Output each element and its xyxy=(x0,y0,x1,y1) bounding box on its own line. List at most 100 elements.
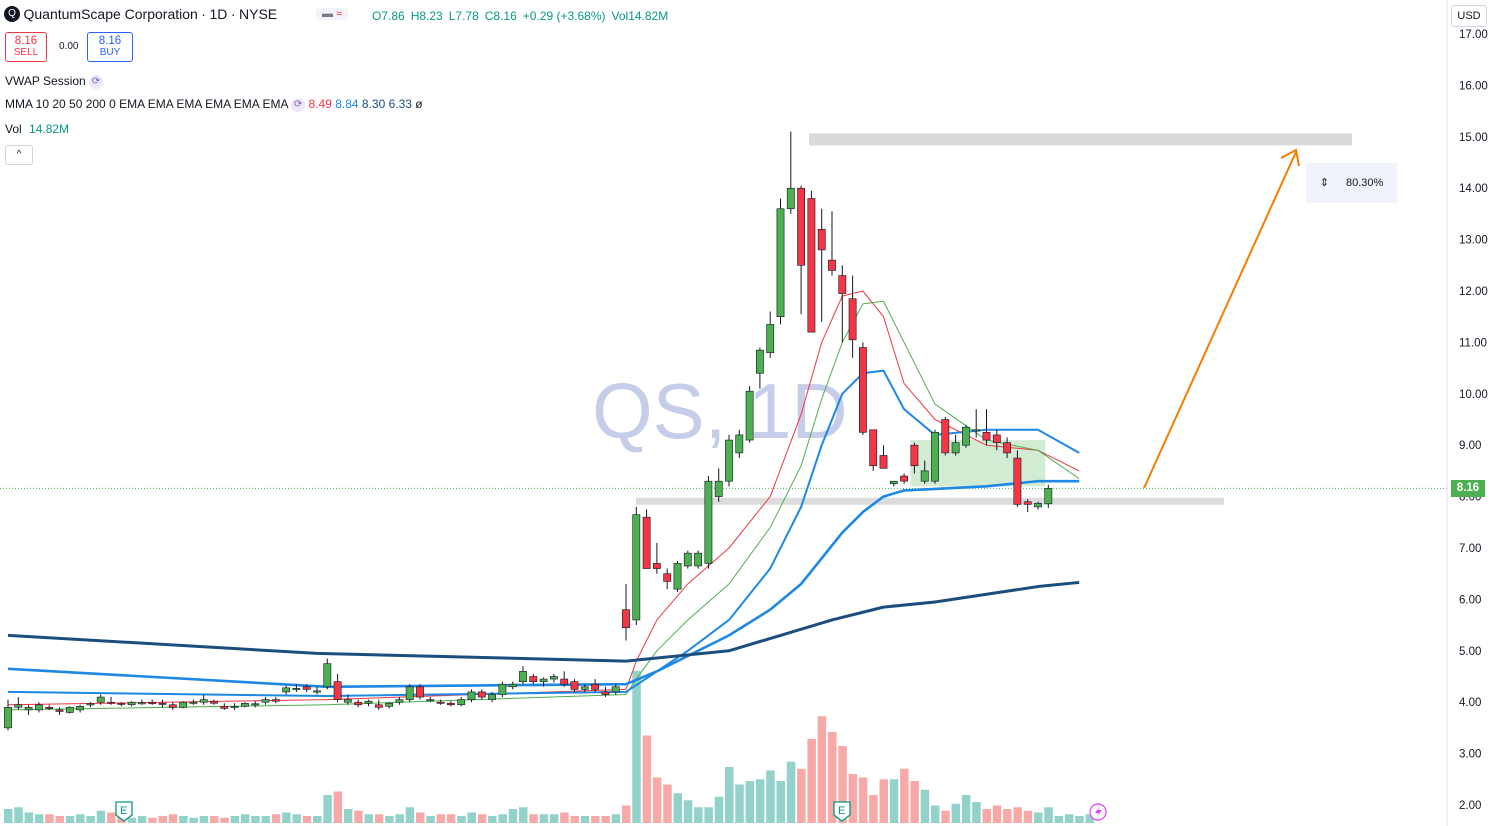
volume-bar xyxy=(1075,816,1084,823)
volume-bar xyxy=(972,802,981,823)
candle-body xyxy=(879,455,888,469)
symbol-logo[interactable]: Q xyxy=(4,6,20,22)
candle-body xyxy=(395,699,404,703)
candle-body xyxy=(364,700,373,704)
collapse-legend-button[interactable]: ^ xyxy=(5,145,33,165)
volume-bar xyxy=(55,816,64,823)
volume-bar xyxy=(446,814,456,823)
volume-bar xyxy=(313,816,322,823)
candle-body xyxy=(858,347,867,433)
volume-legend[interactable]: Vol 14.82M xyxy=(5,122,69,136)
candle-body xyxy=(271,699,280,702)
exchange-label: NYSE xyxy=(239,6,278,22)
volume-bar xyxy=(436,814,446,823)
volume-bar xyxy=(1023,810,1033,823)
volume-bar xyxy=(65,816,75,823)
candle-body xyxy=(632,514,641,621)
candle-body xyxy=(900,475,908,482)
volume-bar xyxy=(611,814,621,823)
candle-body xyxy=(591,683,599,690)
separator: · xyxy=(201,6,206,22)
candle-body xyxy=(848,298,857,341)
measure-label-box[interactable]: ⇕ 80.30% xyxy=(1306,163,1397,203)
volume-bar xyxy=(900,768,909,823)
volume-bar xyxy=(107,812,116,823)
candle-body xyxy=(910,444,919,467)
buy-label: BUY xyxy=(99,47,121,58)
close-value: C8.16 xyxy=(484,9,517,23)
candle-body xyxy=(807,198,816,333)
vwap-legend[interactable]: VWAP Session ⟳ xyxy=(5,74,104,89)
refresh-icon[interactable]: ⟳ xyxy=(89,74,104,89)
volume-bar xyxy=(251,816,260,823)
change-value: +0.29 (+3.68%) xyxy=(522,9,606,23)
candle-body xyxy=(65,707,74,713)
mma-label: MMA 10 20 50 200 0 EMA EMA EMA EMA EMA E… xyxy=(5,97,288,111)
volume-bar xyxy=(992,805,1002,823)
mma-value-4: 6.33 xyxy=(388,97,412,111)
candle-body xyxy=(776,208,785,317)
volume-bar xyxy=(1013,807,1022,823)
volume-bar xyxy=(601,816,610,823)
candle-body xyxy=(354,701,363,706)
volume-bar xyxy=(127,817,137,823)
volume-bar xyxy=(683,800,693,823)
candle-body xyxy=(385,702,393,707)
volume-bar xyxy=(416,812,425,823)
candle-body xyxy=(127,701,136,706)
mma-value-1: 8.49 xyxy=(308,97,332,111)
volume-bar xyxy=(622,805,631,823)
ema-line xyxy=(7,300,1080,711)
volume-bar xyxy=(24,812,34,823)
market-status[interactable]: ▬ ≈ xyxy=(316,6,349,20)
candle-body xyxy=(642,516,651,569)
mma-legend[interactable]: MMA 10 20 50 200 0 EMA EMA EMA EMA EMA E… xyxy=(5,97,423,112)
volume-bar xyxy=(642,735,652,823)
mma-empty-value: ø xyxy=(415,97,423,111)
currency-label: USD xyxy=(1457,10,1481,22)
buy-button[interactable]: 8.16 BUY xyxy=(87,32,133,62)
candle-body xyxy=(580,686,589,690)
candle-body xyxy=(786,187,795,210)
y-tick-label: 6.00 xyxy=(1459,594,1481,606)
candle-body xyxy=(828,259,836,271)
volume-bar xyxy=(817,716,827,823)
candle-body xyxy=(663,573,672,582)
candle-body xyxy=(34,704,43,711)
volume-bar xyxy=(343,809,353,823)
volume-bar xyxy=(467,812,476,823)
volume-bar xyxy=(591,816,600,823)
candle-body xyxy=(570,681,579,690)
mma-value-3: 8.30 xyxy=(361,97,386,111)
volume-bar xyxy=(76,814,85,823)
candle-body xyxy=(1044,488,1053,505)
interval-label[interactable]: 1D xyxy=(209,6,228,22)
y-tick-label: 14.00 xyxy=(1459,183,1488,195)
last-price-value: 8.16 xyxy=(1456,482,1480,494)
earnings-marker-label: E xyxy=(120,805,127,817)
volume-bar xyxy=(282,812,291,823)
volume-bar xyxy=(786,761,796,823)
candle-body xyxy=(45,707,54,709)
candle-body xyxy=(168,704,177,708)
symbol-name[interactable]: QuantumScape Corporation xyxy=(23,6,198,22)
volume-bar xyxy=(766,770,775,823)
ohlc-readout: O7.86 H8.23 L7.78 C8.16 +0.29 (+3.68%) Vol14.… xyxy=(372,9,674,23)
candle-body xyxy=(323,663,332,688)
refresh-icon[interactable]: ⟳ xyxy=(291,97,306,112)
earnings-marker-icon xyxy=(833,801,851,822)
chevron-up-icon: ^ xyxy=(16,149,22,160)
candle-body xyxy=(683,552,692,567)
status-pill[interactable]: ▬ ≈ xyxy=(316,8,349,20)
mma-value-2: 8.84 xyxy=(335,97,359,111)
candle-body xyxy=(457,699,466,706)
y-tick-label: 9.00 xyxy=(1459,440,1481,452)
buy-price: 8.16 xyxy=(98,35,122,47)
currency-selector[interactable]: USD xyxy=(1451,5,1487,27)
volume-bar xyxy=(292,814,301,823)
volume-bar xyxy=(333,791,343,823)
vol-label: Vol xyxy=(5,122,22,136)
sell-button[interactable]: 8.16 SELL xyxy=(5,32,47,62)
price-axis: 2.003.004.005.006.007.008.009.0010.0011.… xyxy=(1446,0,1488,826)
